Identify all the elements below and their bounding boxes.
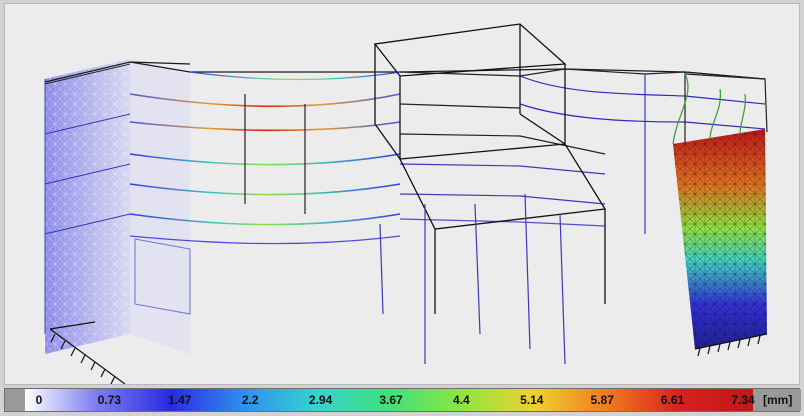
legend-tick-label: 1.47 [168, 393, 192, 407]
right-supports [694, 333, 768, 357]
roof-box [373, 23, 607, 314]
legend-tick-label: 3.67 [379, 393, 403, 407]
legend-unit: [mm] [763, 393, 793, 407]
legend-tick-label: 2.94 [308, 393, 333, 407]
columns [244, 72, 686, 365]
left-shear-wall [44, 59, 191, 384]
legend-tick-label: 5.87 [590, 393, 614, 407]
legend-gradient-bar [5, 389, 801, 411]
color-legend: 0 0.73 1.47 2.2 2.94 3.67 4.4 5.14 5.87 6.61 7.34 … [4, 388, 801, 412]
left-supports [49, 321, 126, 384]
legend-tick-label: 0.73 [97, 393, 122, 407]
legend-tick-label: 5.14 [520, 393, 544, 407]
legend-tick-label: 2.2 [241, 393, 259, 407]
right-shear-wall [672, 73, 768, 357]
legend-tick-label: 0 [35, 393, 43, 407]
model-viewport[interactable] [4, 3, 800, 385]
legend-tick-label: 4.4 [453, 393, 470, 407]
deformed-structure-view [44, 23, 768, 384]
legend-tick-label: 6.61 [660, 393, 685, 407]
legend-tick-label: 7.34 [731, 393, 755, 407]
